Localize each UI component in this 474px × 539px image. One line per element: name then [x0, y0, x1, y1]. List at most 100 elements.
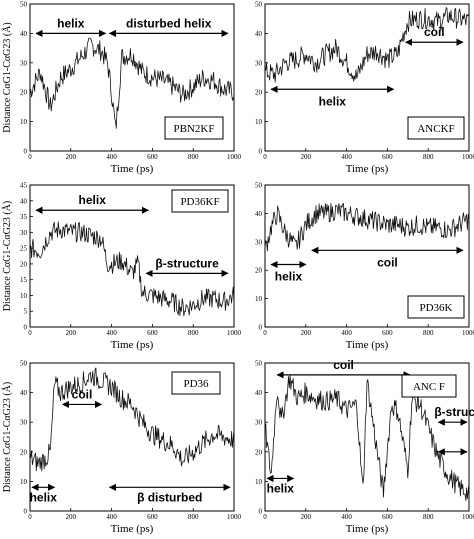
panel-label: PD36K — [419, 302, 452, 314]
x-tick-label: 800 — [188, 513, 199, 521]
y-tick-label: 20 — [20, 260, 28, 268]
x-tick-label: 600 — [382, 329, 393, 337]
y-tick-label: 10 — [20, 118, 28, 126]
panel-label: ANCKF — [417, 123, 454, 135]
x-tick-label: 0 — [28, 513, 32, 521]
panel-label: PBN2KF — [174, 123, 215, 135]
x-tick-label: 1000 — [227, 513, 242, 521]
x-tick-label: 1000 — [462, 329, 474, 337]
x-tick-label: 600 — [147, 329, 158, 337]
y-tick-label: 45 — [20, 182, 28, 190]
y-tick-label: 30 — [20, 229, 28, 237]
y-tick-label: 25 — [20, 245, 28, 253]
x-tick-label: 200 — [66, 329, 77, 337]
y-tick-label: 15 — [20, 276, 28, 284]
panel-label: PD36KF — [180, 196, 219, 208]
x-tick-label: 200 — [301, 153, 312, 161]
annotation-label: β-structure — [434, 405, 474, 419]
x-tick-label: 400 — [106, 513, 117, 521]
y-axis-label: Distance CαG1-CαG23 (Å) — [1, 22, 13, 132]
y-tick-label: 0 — [259, 324, 263, 332]
annotation-label: coil — [72, 387, 93, 401]
x-tick-label: 600 — [147, 153, 158, 161]
y-tick-label: 0 — [24, 148, 28, 156]
y-tick-label: 50 — [255, 182, 263, 190]
x-axis-label: Time (ps) — [346, 163, 389, 175]
x-axis-label: Time (ps) — [346, 523, 389, 535]
x-tick-label: 400 — [341, 329, 352, 337]
y-tick-label: 30 — [255, 59, 263, 67]
panel-label-box — [171, 371, 221, 395]
annotation-label: helix — [275, 270, 303, 284]
annotation-label: coil — [424, 25, 445, 39]
panel-label: PD36 — [183, 378, 209, 390]
data-series-line — [29, 37, 235, 129]
y-tick-label: 50 — [255, 1, 263, 9]
x-axis-label: Time (ps) — [346, 339, 389, 351]
x-tick-label: 1000 — [462, 513, 474, 521]
data-series-line — [29, 367, 235, 472]
x-tick-label: 0 — [28, 329, 32, 337]
plot-frame — [29, 362, 235, 512]
annotation-label: β disturbed — [137, 490, 202, 504]
y-axis-label: Distance CαG1-CαG23 (Å) — [1, 201, 13, 311]
plot-frame — [29, 184, 235, 328]
panel-label: ANC F — [413, 381, 445, 393]
x-tick-label: 400 — [106, 329, 117, 337]
data-series-line — [264, 202, 470, 252]
x-tick-label: 800 — [423, 513, 434, 521]
annotation-label: β-structure — [155, 256, 219, 270]
x-tick-label: 200 — [301, 513, 312, 521]
y-tick-label: 0 — [24, 324, 28, 332]
annotation-label: disturbed helix — [126, 16, 212, 30]
y-tick-label: 10 — [255, 478, 263, 486]
panel-label-box — [401, 374, 457, 398]
y-tick-label: 0 — [259, 508, 263, 516]
y-tick-label: 10 — [20, 478, 28, 486]
x-tick-label: 600 — [147, 513, 158, 521]
y-tick-label: 0 — [24, 508, 28, 516]
x-tick-label: 1000 — [227, 153, 242, 161]
y-tick-label: 40 — [255, 30, 263, 38]
x-axis-label: Time (ps) — [111, 339, 154, 351]
annotation-label: coil — [333, 358, 354, 372]
y-tick-label: 50 — [255, 360, 263, 368]
y-tick-label: 10 — [255, 118, 263, 126]
x-tick-label: 600 — [382, 513, 393, 521]
y-tick-label: 50 — [20, 360, 28, 368]
x-tick-label: 400 — [341, 153, 352, 161]
chart-panel: 0 10 20 30 40 50 0 200 400 600 800 1000 Time (ps) hel… — [255, 1, 474, 176]
y-tick-label: 20 — [20, 89, 28, 97]
y-tick-label: 20 — [255, 448, 263, 456]
data-series-line — [29, 221, 235, 317]
x-tick-label: 0 — [28, 153, 32, 161]
x-tick-label: 0 — [263, 153, 267, 161]
x-axis-label: Time (ps) — [111, 163, 154, 175]
annotation-label: helix — [30, 490, 58, 504]
y-tick-label: 30 — [255, 419, 263, 427]
plot-frame — [29, 3, 235, 152]
data-series-line — [264, 374, 470, 502]
x-tick-label: 800 — [423, 329, 434, 337]
plot-frame — [264, 3, 470, 152]
y-tick-label: 20 — [20, 448, 28, 456]
x-tick-label: 1000 — [227, 329, 242, 337]
y-tick-label: 50 — [20, 1, 28, 9]
x-axis-label: Time (ps) — [111, 523, 154, 535]
annotation-label: helix — [57, 16, 85, 30]
x-tick-label: 0 — [263, 329, 267, 337]
y-tick-label: 5 — [24, 308, 28, 316]
panel-label-box — [171, 189, 229, 213]
y-tick-label: 10 — [255, 295, 263, 303]
x-tick-label: 200 — [301, 329, 312, 337]
y-axis-label: Distance CαG1-CαG23 (Å) — [1, 382, 13, 492]
y-tick-label: 40 — [20, 30, 28, 38]
panel-label-box — [407, 116, 465, 140]
y-tick-label: 20 — [255, 89, 263, 97]
y-tick-label: 40 — [255, 389, 263, 397]
panel-label-box — [407, 295, 465, 319]
y-tick-label: 0 — [259, 148, 263, 156]
chart-panel: 0 10 20 30 40 50 0 200 400 600 800 1000 Time (ps) hel… — [255, 358, 474, 535]
x-tick-label: 800 — [423, 153, 434, 161]
